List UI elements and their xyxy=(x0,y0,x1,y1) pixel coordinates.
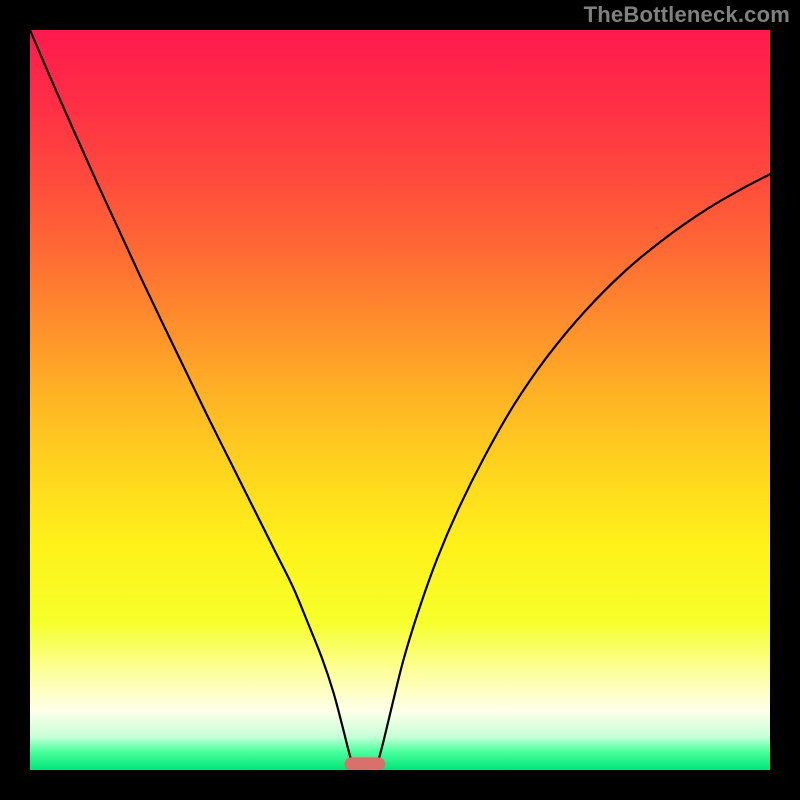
chart-svg xyxy=(30,30,770,770)
minimum-marker xyxy=(345,757,386,770)
watermark-text: TheBottleneck.com xyxy=(584,2,790,28)
chart-area xyxy=(30,30,770,770)
chart-background xyxy=(30,30,770,770)
stage: TheBottleneck.com xyxy=(0,0,800,800)
